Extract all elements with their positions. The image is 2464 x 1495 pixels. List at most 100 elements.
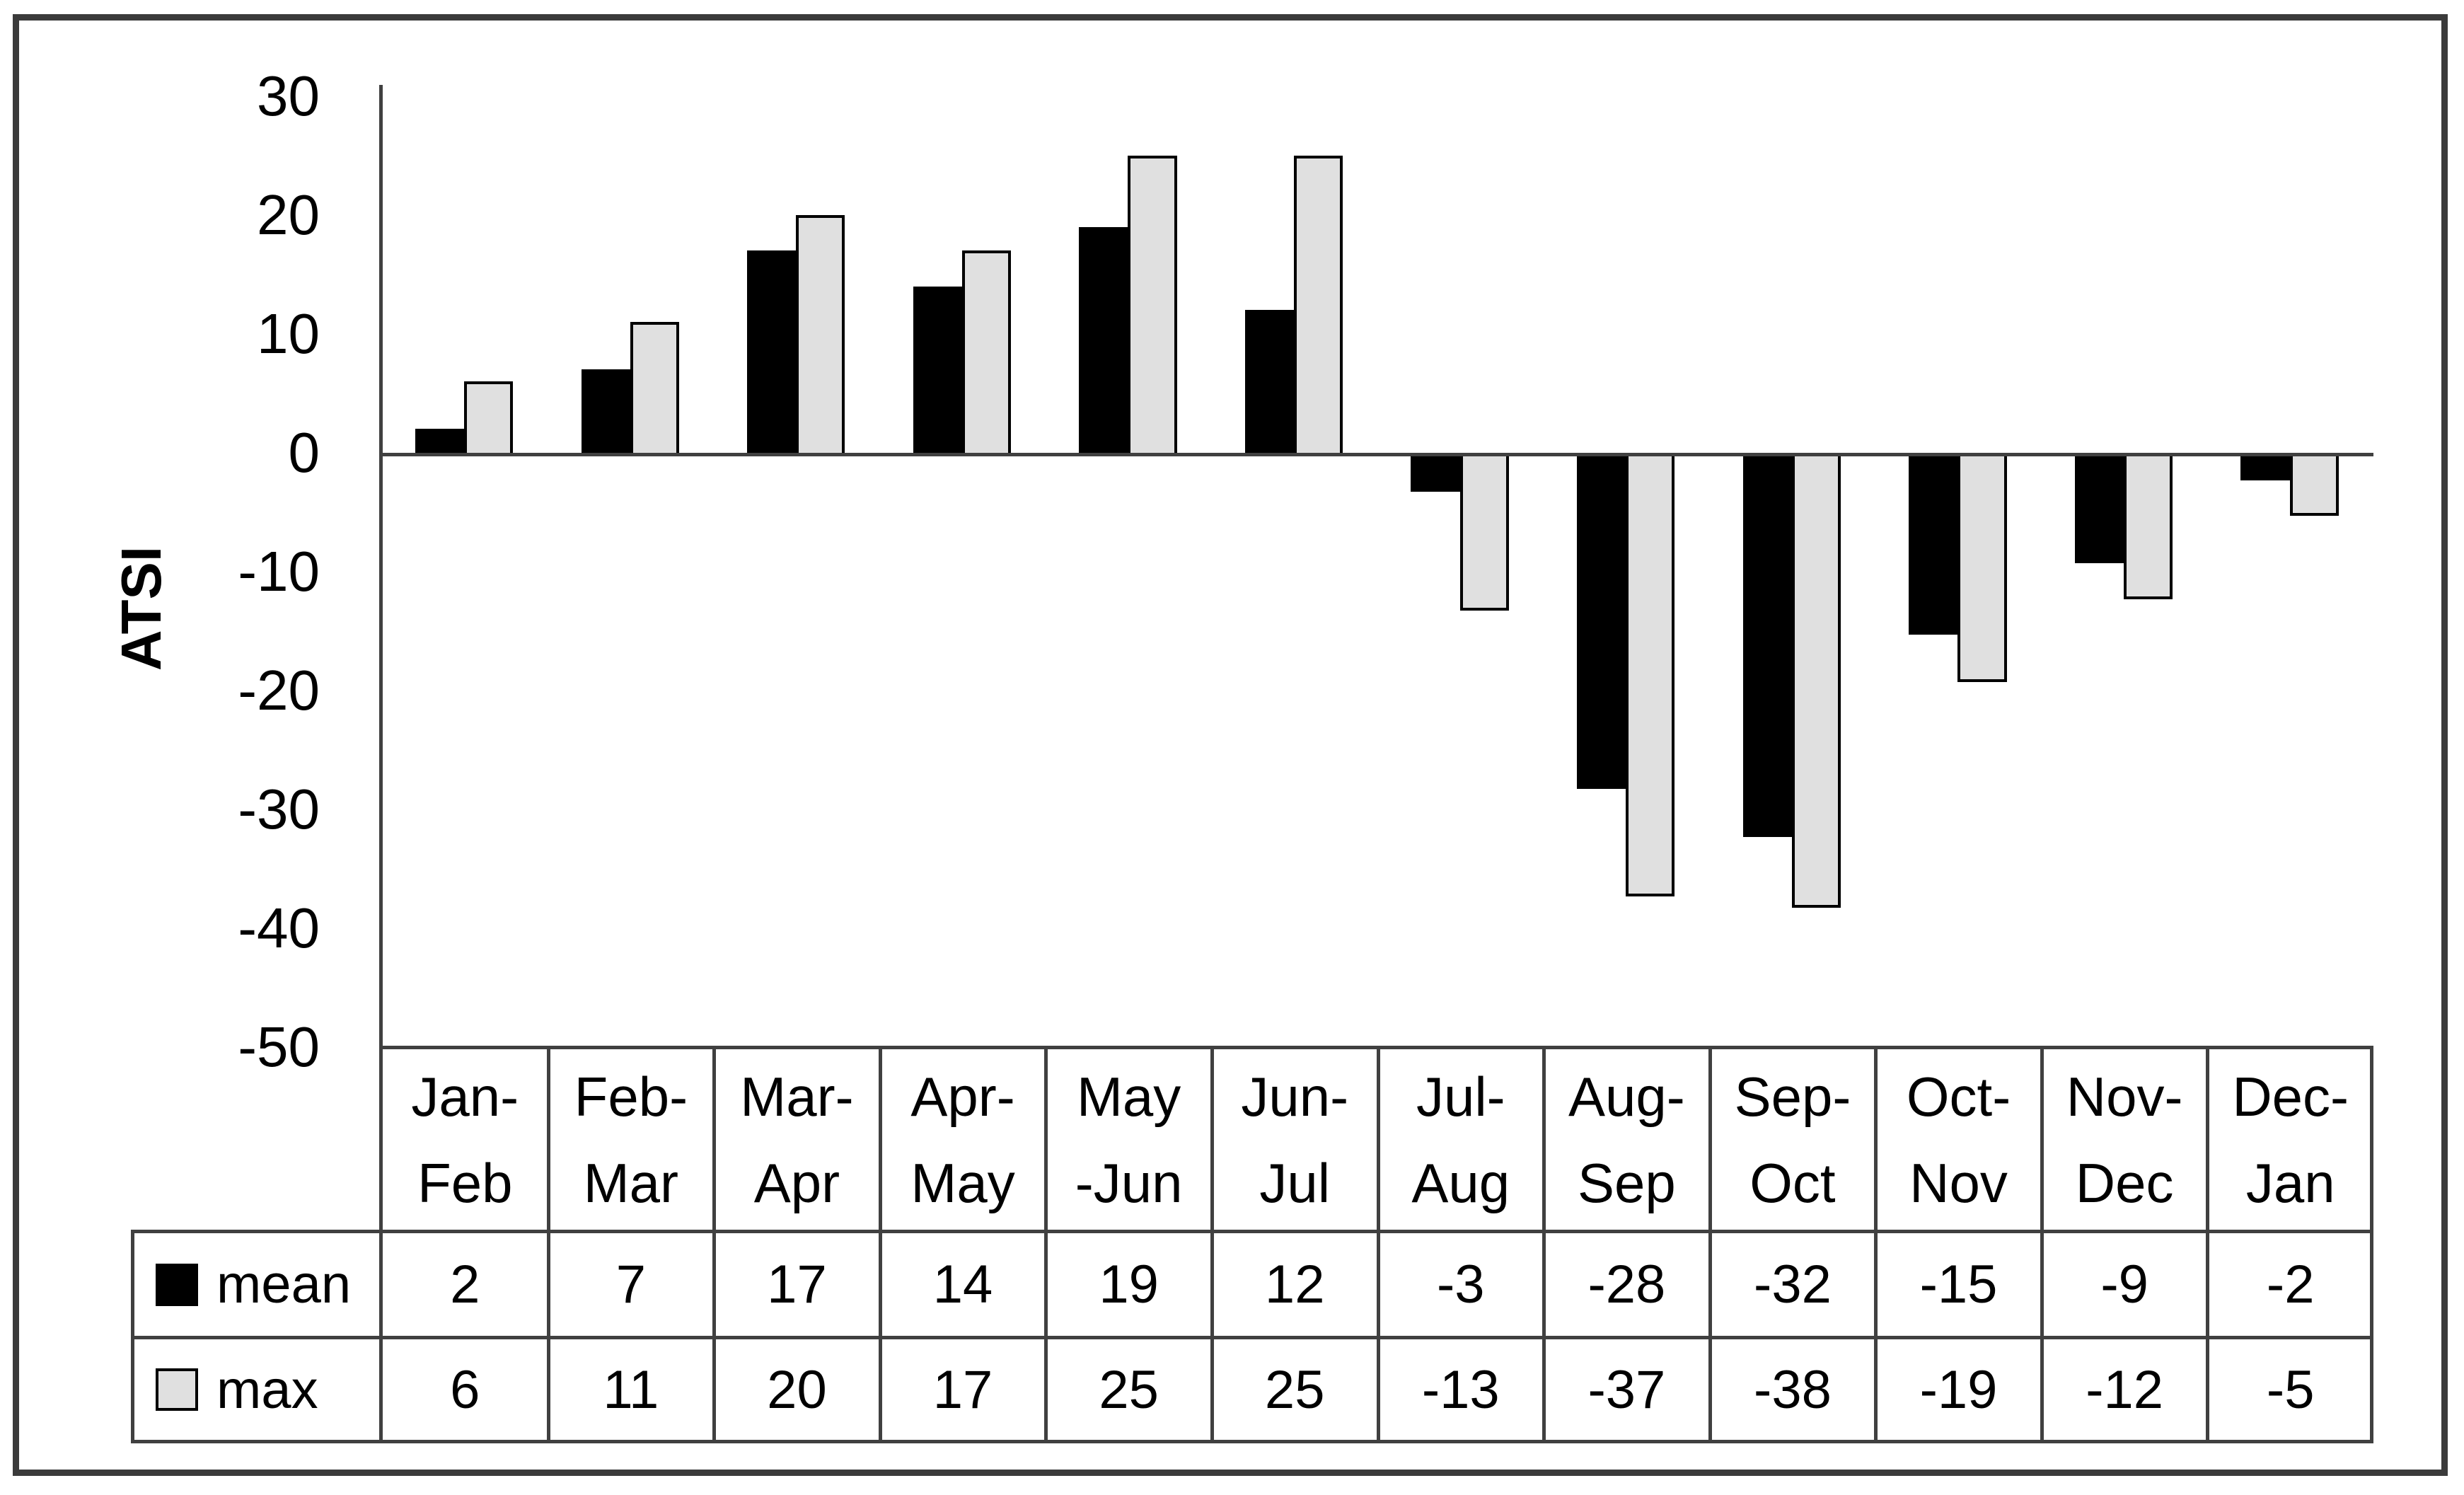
table-row-line <box>131 1230 2373 1233</box>
bar-max-aug-sep <box>1626 453 1675 896</box>
y-tick-label: -40 <box>238 896 320 959</box>
table-cell: -5 <box>2266 1359 2315 1420</box>
table-header-cell: Jun- Jul <box>1214 1049 1376 1230</box>
bar-mean-mar-apr <box>747 250 797 456</box>
table-column-line <box>2206 1046 2210 1443</box>
table-header-line: Dec <box>2075 1151 2174 1214</box>
table-row-line <box>131 1336 2373 1339</box>
y-tick-label: -50 <box>238 1015 320 1078</box>
table-header-line: Sep- <box>1734 1065 1851 1128</box>
table-header-line: May <box>910 1151 1015 1214</box>
table-cell: -2 <box>2266 1254 2315 1315</box>
table-header-line: Apr <box>753 1151 840 1214</box>
table-header-line: Jan <box>2245 1151 2335 1214</box>
bar-max-oct-nov <box>1957 453 2007 683</box>
table-header-line: Feb- <box>574 1065 688 1128</box>
y-tick-label: -20 <box>238 659 320 722</box>
table-right-border <box>2370 1046 2373 1443</box>
table-column-line <box>1210 1046 1214 1443</box>
table-header-cell: Nov- Dec <box>2044 1049 2206 1230</box>
legend-label: max <box>216 1359 318 1420</box>
table-bottom-line <box>131 1440 2373 1443</box>
table-column-line <box>712 1046 717 1443</box>
table-header-cell: Mar- Apr <box>716 1049 878 1230</box>
bar-mean-jun-jul <box>1244 310 1295 456</box>
table-header-line: Jul- <box>1416 1065 1505 1128</box>
table-header-line: Aug- <box>1568 1065 1685 1128</box>
y-axis-line <box>379 85 383 1443</box>
y-tick-label: 0 <box>288 421 320 484</box>
table-header-line: Mar- <box>740 1065 854 1128</box>
bar-mean-oct-nov <box>1909 453 1958 635</box>
bar-mean-jan-feb <box>415 429 465 456</box>
table-header-cell: Oct- Nov <box>1878 1049 2040 1230</box>
table-column-line <box>1376 1046 1380 1443</box>
bar-mean-apr-may <box>913 286 962 456</box>
table-cell: 20 <box>767 1359 827 1420</box>
bar-max-jul-aug <box>1459 453 1509 611</box>
bar-max-apr-may <box>961 250 1012 456</box>
bar-mean-nov-dec <box>2074 453 2124 564</box>
table-header-cell: Feb- Mar <box>550 1049 712 1230</box>
bar-mean-dec-jan <box>2240 453 2290 480</box>
zero-line <box>379 453 2373 456</box>
table-cell: -38 <box>1754 1359 1832 1420</box>
table-header-line: Nov- <box>2066 1065 2183 1128</box>
bar-mean-aug-sep <box>1577 453 1626 790</box>
table-cell: 17 <box>767 1254 827 1315</box>
table-header-line: Jul <box>1259 1151 1331 1214</box>
table-header-cell: May -Jun <box>1048 1049 1210 1230</box>
table-column-line <box>2040 1046 2044 1443</box>
bar-max-mar-apr <box>796 215 845 456</box>
legend-cell-max: max <box>134 1339 379 1440</box>
bar-max-may-jun <box>1128 156 1177 456</box>
table-cell: -9 <box>2100 1254 2148 1315</box>
y-tick-label: -30 <box>238 778 320 841</box>
bar-max-nov-dec <box>2123 453 2173 599</box>
y-tick-label: 10 <box>257 302 320 365</box>
y-tick-label: 30 <box>257 64 320 127</box>
table-cell: -15 <box>1919 1254 1998 1315</box>
table-column-line <box>1542 1046 1546 1443</box>
table-cell: -37 <box>1587 1359 1666 1420</box>
table-header-cell: Sep- Oct <box>1712 1049 1874 1230</box>
table-cell: -28 <box>1587 1254 1666 1315</box>
table-header-cell: Aug- Sep <box>1546 1049 1708 1230</box>
table-header-line: Feb <box>417 1151 513 1214</box>
table-cell: 6 <box>450 1359 480 1420</box>
table-cell: -13 <box>1421 1359 1500 1420</box>
legend-label: mean <box>216 1254 352 1315</box>
table-cell: -3 <box>1437 1254 1485 1315</box>
y-tick-label: 20 <box>257 183 320 246</box>
bar-max-jun-jul <box>1294 156 1343 456</box>
table-header-line: -Jun <box>1075 1151 1183 1214</box>
table-header-line: May <box>1076 1065 1181 1128</box>
table-column-line <box>1044 1046 1048 1443</box>
table-column-line <box>546 1046 550 1443</box>
legend-cell-mean: mean <box>134 1233 379 1336</box>
table-cell: 17 <box>932 1359 993 1420</box>
bar-mean-sep-oct <box>1742 453 1792 837</box>
table-cell: 2 <box>450 1254 480 1315</box>
table-cell: 14 <box>932 1254 993 1315</box>
table-header-line: Aug <box>1411 1151 1510 1214</box>
bar-mean-feb-mar <box>581 369 630 456</box>
table-header-line: Jan- <box>411 1065 519 1128</box>
table-header-line: Dec- <box>2232 1065 2349 1128</box>
bar-mean-may-jun <box>1079 226 1128 456</box>
table-cell: 7 <box>615 1254 646 1315</box>
table-header-line: Oct <box>1749 1151 1836 1214</box>
table-header-line: Jun- <box>1241 1065 1349 1128</box>
table-header-line: Sep <box>1577 1151 1676 1214</box>
table-column-line <box>1708 1046 1712 1443</box>
bar-max-sep-oct <box>1791 453 1841 908</box>
bar-max-dec-jan <box>2289 453 2339 516</box>
table-header-line: Apr- <box>910 1065 1015 1128</box>
table-cell: 19 <box>1099 1254 1159 1315</box>
table-header-line: Nov <box>1909 1151 2008 1214</box>
table-header-cell: Jul- Aug <box>1380 1049 1542 1230</box>
table-left-border <box>131 1230 134 1443</box>
table-header-cell: Apr- May <box>882 1049 1044 1230</box>
